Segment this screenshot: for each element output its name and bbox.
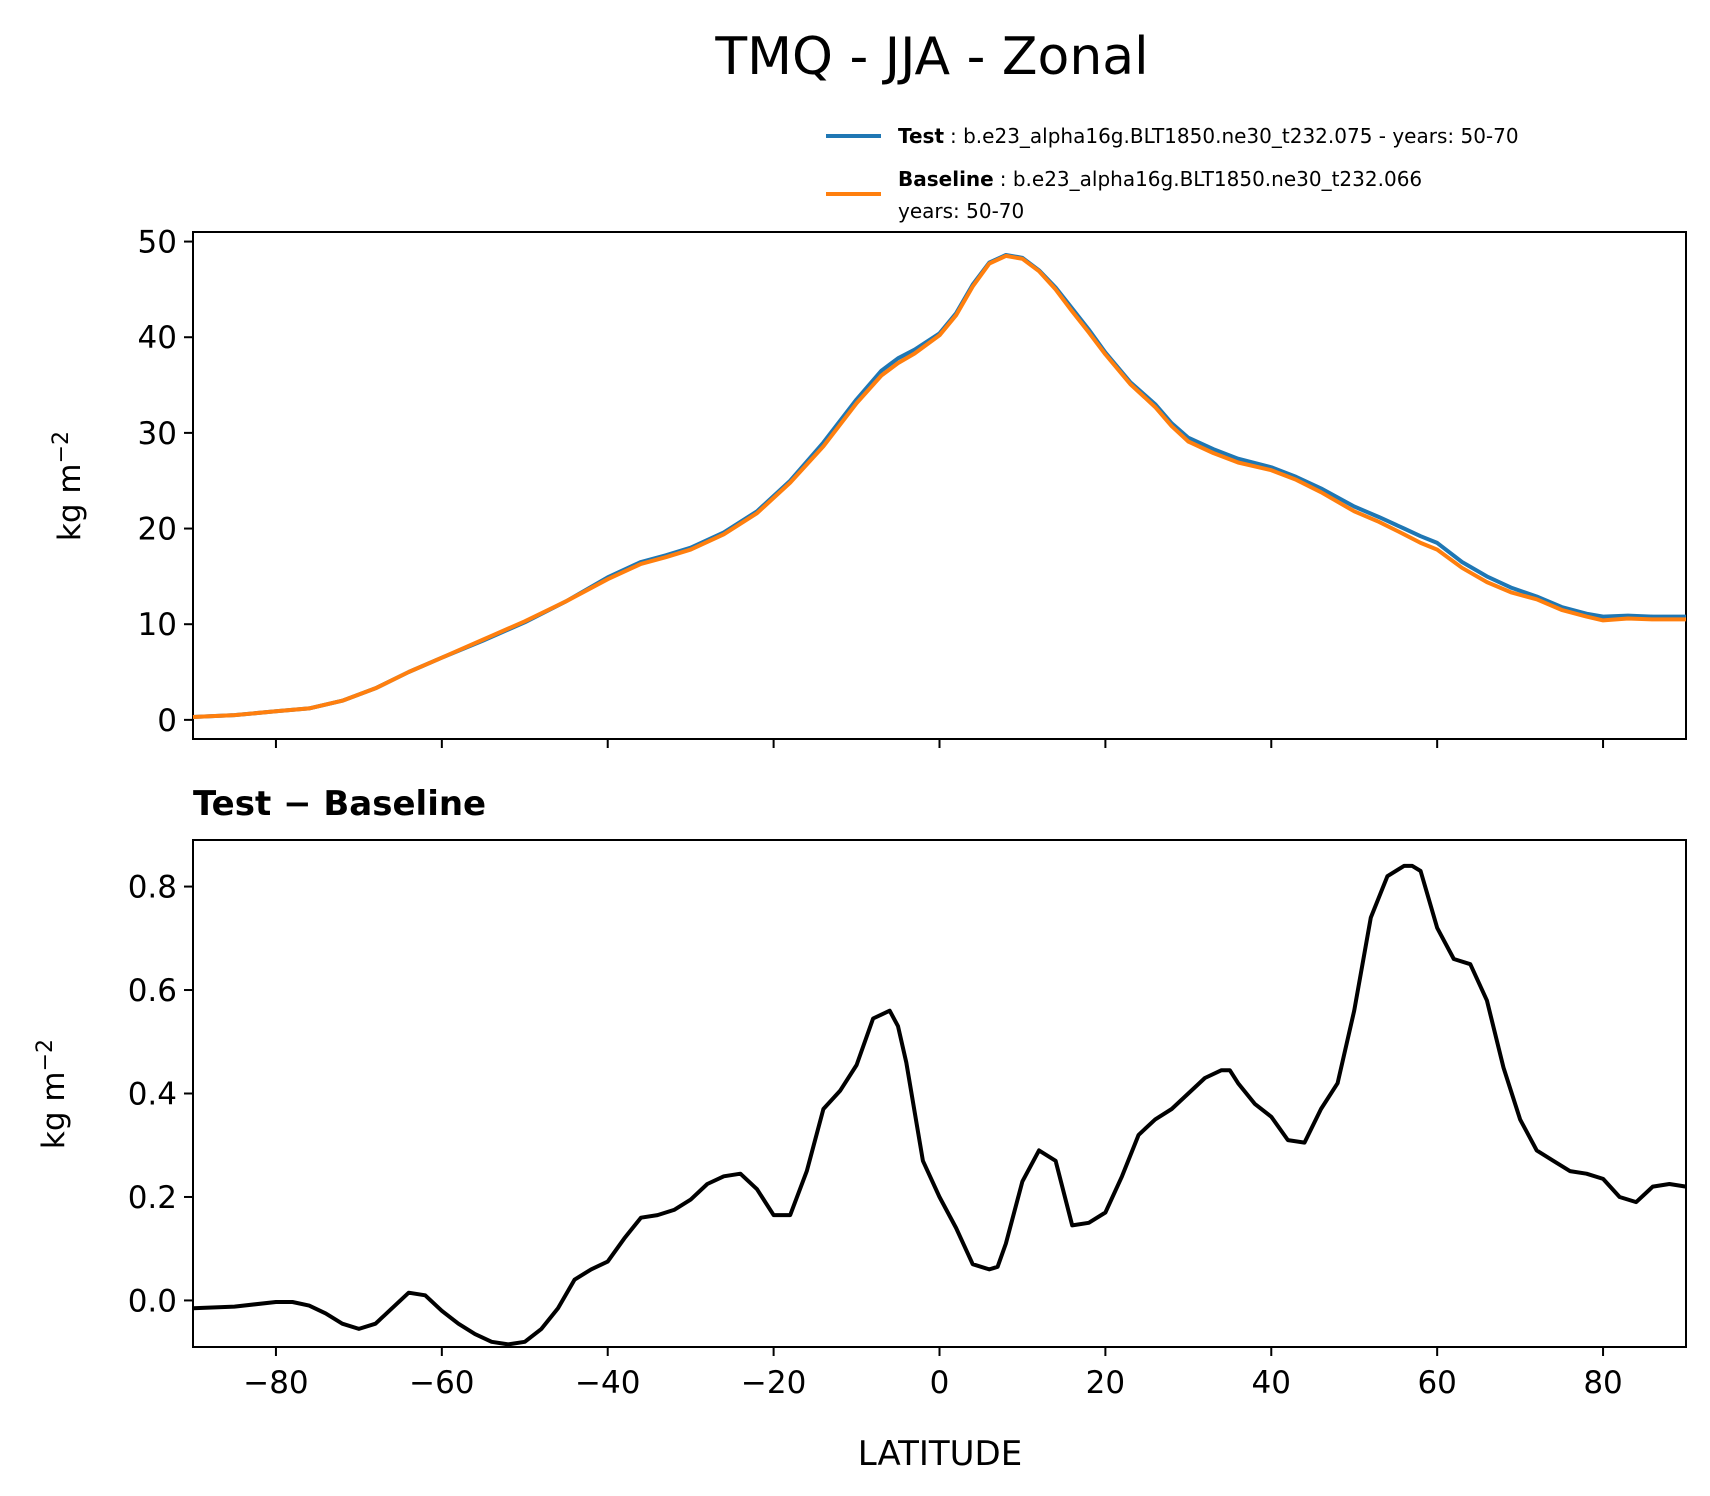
panel-bottom: Test − Baseline 0.0 0.2 0.4 0.6 0.8 −80 −60 −4…	[33, 784, 1687, 1474]
xtick-label: 20	[1086, 1365, 1125, 1401]
legend-text-baseline: : b.e23_alpha16g.BLT1850.ne30_t232.066	[1000, 167, 1422, 191]
top-series-line-test	[192, 253, 1686, 719]
chart-title: TMQ - JJA - Zonal	[714, 27, 1148, 87]
xtick-label: −60	[409, 1365, 474, 1401]
xtick-label: 40	[1252, 1365, 1291, 1401]
panel-bottom-title: Test − Baseline	[193, 784, 486, 824]
top-ytick-label: 20	[138, 512, 177, 548]
bottom-ytick-label: 0.4	[128, 1077, 177, 1113]
xtick-label: −20	[741, 1365, 806, 1401]
panel-bottom-frame	[192, 839, 1687, 1348]
xtick-label: −80	[243, 1365, 308, 1401]
panel-bottom-ylabel: kg m−2	[33, 1039, 72, 1149]
top-series-line-baseline	[192, 253, 1686, 719]
legend-label-test: Test	[898, 124, 944, 148]
legend-text2-baseline: years: 50-70	[898, 199, 1024, 223]
top-ytick-label: 50	[138, 225, 177, 261]
svg-text:Test: b.e23_alpha16g.BLT1850.n: Test: b.e23_alpha16g.BLT1850.ne30_t232.0…	[898, 124, 1519, 148]
xtick-label: 80	[1583, 1365, 1622, 1401]
bottom-ytick-label: 0.2	[128, 1180, 177, 1216]
top-ytick-label: 40	[138, 320, 177, 356]
panel-top-frame	[192, 231, 1687, 740]
legend: Test: b.e23_alpha16g.BLT1850.ne30_t232.0…	[826, 124, 1519, 223]
xtick-label: −40	[575, 1365, 640, 1401]
bottom-ytick-label: 0.6	[128, 973, 177, 1009]
legend-text-test: : b.e23_alpha16g.BLT1850.ne30_t232.075 -…	[950, 124, 1519, 148]
top-ytick-label: 30	[138, 416, 177, 452]
bottom-ytick-label: 0.0	[128, 1283, 177, 1319]
legend-label-baseline: Baseline	[898, 167, 994, 191]
top-ytick-label: 10	[138, 607, 177, 643]
xtick-label: 0	[930, 1365, 950, 1401]
svg-text:Baseline: b.e23_alpha16g.BLT18: Baseline: b.e23_alpha16g.BLT1850.ne30_t2…	[898, 167, 1422, 191]
bottom-ytick-label: 0.8	[128, 870, 177, 906]
x-axis-label: LATITUDE	[858, 1434, 1022, 1474]
panel-top-ylabel: kg m−2	[49, 431, 88, 541]
xtick-label: 60	[1417, 1365, 1456, 1401]
panel-top: 0 10 20 30 40 50 kg m−2	[49, 225, 1687, 748]
top-ytick-label: 0	[157, 703, 177, 739]
bottom-series-line-test-baseline	[192, 863, 1687, 1347]
